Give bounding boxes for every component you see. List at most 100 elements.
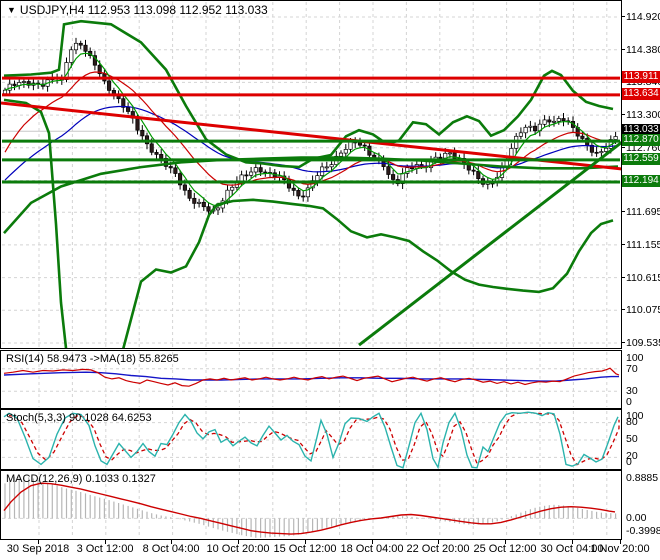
indicator-scale-label: 100 — [626, 410, 644, 422]
time-tick-label: 10 Oct 20:00 — [206, 543, 270, 555]
time-tick-label: 15 Oct 12:00 — [273, 543, 337, 555]
candle-body — [471, 169, 476, 172]
candle-body — [305, 187, 310, 198]
candle-body — [154, 152, 159, 155]
candle-body — [447, 152, 452, 155]
price-panel — [0, 0, 622, 349]
candle-body — [121, 98, 126, 108]
symbol-dropdown-icon[interactable]: ▼ — [7, 5, 16, 15]
macd-canvas[interactable] — [1, 471, 621, 539]
time-tick-label: 30 Sep 2018 — [6, 543, 70, 555]
indicator-scale-label: 0 — [626, 396, 632, 408]
candle-body — [391, 174, 396, 180]
price-tick-mark — [621, 309, 625, 310]
candle-body — [182, 184, 187, 191]
candle-body — [357, 142, 363, 146]
candle-body — [187, 189, 192, 199]
time-tick-mark — [572, 540, 573, 544]
price-tick-mark — [621, 277, 625, 278]
indicator-scale-label: 0.00 — [626, 512, 647, 524]
time-tick-label: 22 Oct 20:00 — [406, 543, 470, 555]
price-tick-mark — [621, 114, 625, 115]
price-tick-mark — [621, 16, 625, 17]
candle-body — [604, 147, 609, 152]
candle-body — [249, 171, 254, 176]
candle-body — [594, 151, 599, 154]
indicator-scale-label: 0.8885 — [626, 472, 659, 484]
candle-body — [168, 166, 173, 169]
time-tick-mark — [305, 540, 306, 544]
candle-body — [324, 166, 329, 169]
indicator-scale-label: 50 — [626, 433, 638, 445]
indicator-scale-label: 100 — [626, 352, 644, 364]
price-tick-label: 114.380 — [626, 44, 660, 56]
candle-body — [107, 80, 112, 91]
stochastic-canvas[interactable] — [1, 410, 621, 469]
candle-body — [518, 132, 523, 137]
candle-body — [225, 189, 230, 202]
candle-body — [201, 201, 206, 208]
candle-body — [409, 167, 415, 170]
candle-body — [215, 207, 221, 211]
candle-body — [589, 144, 594, 153]
time-tick-label: 8 Oct 04:00 — [142, 543, 200, 555]
candle-body — [329, 164, 334, 168]
price-tick-mark — [621, 49, 625, 50]
candle-body — [78, 42, 83, 46]
price-chart-canvas[interactable] — [1, 1, 621, 348]
time-tick-mark — [38, 540, 39, 544]
macd-panel: MACD(12,26,9) 0.1033 0.1327 — [0, 470, 622, 540]
candle-body — [178, 173, 183, 186]
candle-body — [173, 167, 178, 174]
series-line — [3, 367, 620, 387]
ascending-trendline[interactable] — [358, 112, 621, 347]
time-tick-mark — [620, 540, 621, 544]
candle-body — [244, 174, 249, 177]
candle-body — [140, 129, 145, 137]
candle-body — [135, 117, 140, 131]
candle-body — [362, 144, 367, 147]
series-line — [3, 411, 619, 469]
price-tick-mark — [621, 147, 625, 148]
series-line — [3, 371, 619, 382]
series-line — [3, 19, 614, 169]
chart-title-text: USDJPY,H4 112.953 113.098 112.952 113.03… — [19, 3, 268, 17]
price-tick-label: 113.300 — [626, 109, 660, 121]
rsi-canvas[interactable] — [1, 351, 621, 408]
time-tick-label: 30 Oct 04:00 — [540, 543, 604, 555]
indicator-scale-label: 30 — [626, 385, 638, 397]
price-tick-mark — [621, 211, 625, 212]
candle-body — [2, 89, 8, 95]
candle-body — [69, 49, 74, 63]
series-line — [3, 482, 616, 535]
candle-body — [286, 179, 292, 189]
candle-body — [561, 118, 566, 122]
time-tick-label: 3 Oct 12:00 — [76, 543, 134, 555]
candle-body — [580, 135, 585, 139]
candle-body — [523, 126, 528, 134]
price-tag: 113.033 — [622, 124, 660, 136]
price-tag: 112.194 — [622, 175, 660, 187]
candle-body — [315, 175, 320, 181]
price-tag: 113.911 — [622, 71, 660, 83]
indicator-scale-label: -0.3998 — [626, 525, 660, 537]
candle-body — [197, 201, 202, 204]
time-tick-mark — [171, 540, 172, 544]
price-tick-mark — [621, 244, 625, 245]
candle-body — [291, 187, 296, 191]
candle-body — [438, 156, 443, 159]
candle-body — [126, 107, 131, 112]
price-tag: 112.559 — [622, 153, 660, 165]
candle-body — [301, 195, 306, 198]
candle-body — [386, 166, 391, 175]
rsi-label: RSI(14) 58.9473 ->MA(18) 55.8265 — [6, 353, 179, 365]
candle-body — [405, 167, 410, 174]
candle-body — [230, 186, 235, 191]
candle-body — [83, 44, 88, 52]
candle-body — [348, 141, 353, 150]
candle-body — [26, 81, 31, 86]
indicator-scale-label: 0 — [626, 456, 632, 468]
time-tick-mark — [438, 540, 439, 544]
candle-body — [476, 170, 481, 180]
